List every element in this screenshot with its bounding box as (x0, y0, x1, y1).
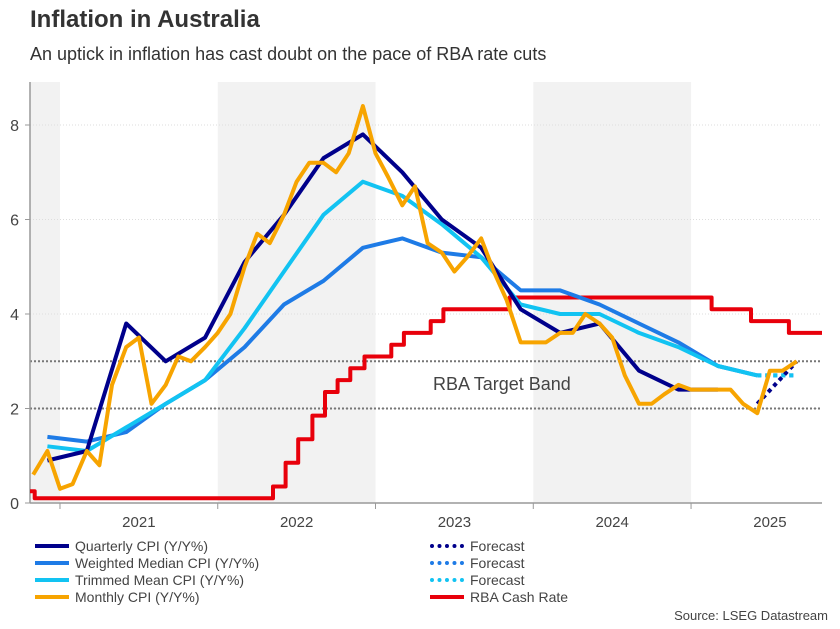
legend-swatch (430, 577, 464, 582)
shaded-year-band (533, 82, 692, 503)
legend-label: Quarterly CPI (Y/Y%) (75, 537, 209, 554)
series-trimmed-mean-cpi-y-y-line (47, 179, 758, 453)
legend-label: Trimmed Mean CPI (Y/Y%) (75, 571, 245, 588)
legend-item: Monthly CPI (Y/Y%) (35, 588, 259, 605)
x-tick-label: 2024 (595, 514, 628, 531)
y-tick-label: 2 (10, 402, 19, 419)
legend-swatch (35, 594, 69, 599)
legend-label: Monthly CPI (Y/Y%) (75, 588, 200, 605)
chart-title: Inflation in Australia (30, 6, 260, 33)
legend-right: Forecast Forecast Forecast RBA Cash Rate (430, 537, 568, 605)
legend-swatch (35, 560, 69, 565)
x-tick-label: 2021 (122, 514, 155, 531)
legend-swatch (430, 594, 464, 599)
legend-item: Forecast (430, 554, 568, 571)
legend-item: Forecast (430, 537, 568, 554)
x-tick-label: 2025 (753, 514, 786, 531)
y-tick-label: 6 (10, 213, 19, 230)
shaded-year-band (30, 82, 60, 503)
legend-swatch (430, 543, 464, 548)
legend-item: Weighted Median CPI (Y/Y%) (35, 554, 259, 571)
legend-item: Forecast (430, 571, 568, 588)
y-tick-label: 8 (10, 118, 19, 135)
legend-swatch (35, 543, 69, 548)
legend-item: Quarterly CPI (Y/Y%) (35, 537, 259, 554)
y-tick-label: 0 (10, 496, 19, 513)
legend-item: RBA Cash Rate (430, 588, 568, 605)
legend-label: Forecast (470, 571, 525, 588)
chart-subtitle: An uptick in inflation has cast doubt on… (30, 44, 547, 64)
target-band-label: RBA Target Band (433, 374, 571, 394)
legend-swatch (430, 560, 464, 565)
source-note: Source: LSEG Datastream (674, 608, 828, 623)
legend-label: Weighted Median CPI (Y/Y%) (75, 554, 260, 571)
legend-item: Trimmed Mean CPI (Y/Y%) (35, 571, 259, 588)
legend-swatch (35, 577, 69, 582)
series-monthly-cpi-y-y-line (31, 104, 798, 491)
y-tick-label: 4 (10, 307, 19, 324)
legend-left: Quarterly CPI (Y/Y%) Weighted Median CPI… (35, 537, 259, 605)
legend-label: Forecast (470, 537, 525, 554)
series-rba-cash-rate-line (30, 295, 822, 501)
x-tick-label: 2022 (280, 514, 313, 531)
x-tick-label: 2023 (438, 514, 471, 531)
legend-label: Forecast (470, 554, 525, 571)
legend-label: RBA Cash Rate (470, 588, 569, 605)
